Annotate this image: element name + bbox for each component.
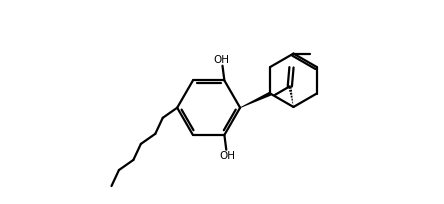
Polygon shape — [240, 92, 271, 108]
Text: OH: OH — [214, 55, 230, 65]
Text: OH: OH — [219, 151, 235, 161]
